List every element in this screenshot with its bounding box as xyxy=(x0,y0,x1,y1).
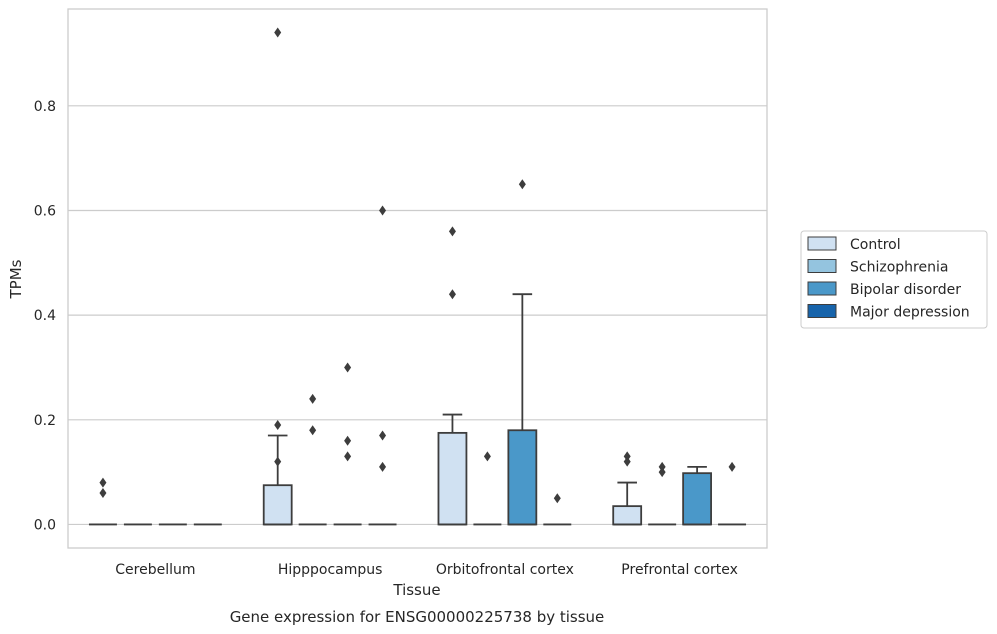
y-tick-label: 0.0 xyxy=(34,517,56,533)
outlier-point xyxy=(344,451,352,462)
legend-label: Schizophrenia xyxy=(850,260,948,276)
x-tick-label: Prefrontal cortex xyxy=(621,562,738,578)
outlier-point xyxy=(658,461,666,472)
legend-label: Major depression xyxy=(850,305,970,321)
chart-caption: Gene expression for ENSG00000225738 by t… xyxy=(230,608,605,626)
x-tick-labels: Cerebellum Hipppocampus Orbitofrontal cort… xyxy=(115,562,738,578)
y-axis-label: TPMs xyxy=(7,259,25,299)
outlier-point xyxy=(483,451,491,462)
y-tick-labels: 0.0 0.2 0.4 0.6 0.8 xyxy=(34,99,56,534)
y-tick-label: 0.6 xyxy=(34,203,56,219)
outlier-point xyxy=(274,27,282,38)
outlier-point xyxy=(658,467,666,478)
legend-label: Control xyxy=(850,237,901,253)
outlier-point xyxy=(728,461,736,472)
legend-swatch xyxy=(807,304,837,318)
y-tick-label: 0.4 xyxy=(34,308,56,324)
outlier-point xyxy=(99,488,107,499)
legend: Control Schizophrenia Bipolar disorder Majo… xyxy=(800,230,988,329)
outlier-point xyxy=(448,289,456,300)
outlier-point xyxy=(99,477,107,488)
legend-swatch xyxy=(807,259,837,273)
x-tick-label: Orbitofrontal cortex xyxy=(436,562,574,578)
y-tick-label: 0.8 xyxy=(34,99,56,115)
box xyxy=(262,484,293,526)
outlier-point xyxy=(553,493,561,504)
outlier-point xyxy=(274,420,282,431)
outlier-point xyxy=(379,461,387,472)
outlier-point xyxy=(309,393,317,404)
outlier-point xyxy=(379,205,387,216)
plot-frame xyxy=(67,8,768,549)
outlier-point xyxy=(448,226,456,237)
legend-swatch xyxy=(807,236,837,251)
outliers xyxy=(99,27,736,504)
boxes xyxy=(88,293,747,526)
y-tick-label: 0.2 xyxy=(34,413,56,429)
gridlines xyxy=(68,105,767,526)
x-tick-label: Cerebellum xyxy=(115,562,195,578)
outlier-point xyxy=(274,456,282,467)
box xyxy=(612,505,643,526)
x-tick-label: Hipppocampus xyxy=(278,562,383,578)
box xyxy=(507,429,538,526)
box xyxy=(682,472,712,526)
outlier-point xyxy=(344,362,352,373)
outlier-point xyxy=(518,179,526,190)
outlier-point xyxy=(309,425,317,436)
x-axis-label: Tissue xyxy=(392,581,440,599)
outlier-point xyxy=(344,435,352,446)
legend-swatch xyxy=(807,281,837,296)
legend-frame xyxy=(800,230,988,329)
outlier-point xyxy=(623,456,631,467)
outlier-point xyxy=(623,451,631,462)
box xyxy=(437,431,468,526)
outlier-point xyxy=(379,430,387,441)
legend-label: Bipolar disorder xyxy=(850,282,961,298)
